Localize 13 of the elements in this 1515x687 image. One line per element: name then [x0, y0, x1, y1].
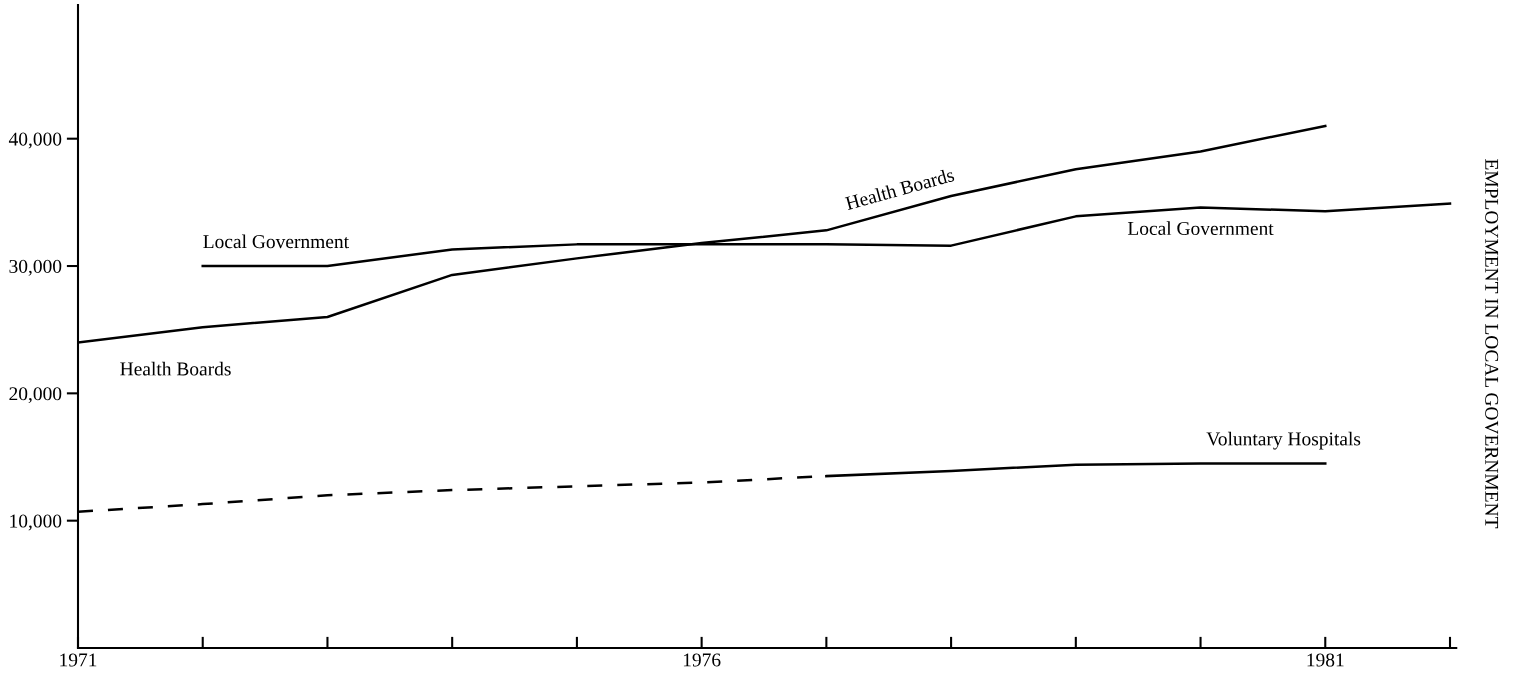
- y-tick-label: 20,000: [9, 387, 62, 404]
- y-axis-title: EMPLOYMENT IN LOCAL GOVERNMENT: [1485, 159, 1499, 529]
- y-tick-label: 40,000: [8, 132, 62, 149]
- y-tick-label: 30,000: [9, 259, 62, 276]
- x-tick-label: 1981: [1307, 653, 1344, 667]
- series-label: Local Government: [1127, 221, 1274, 236]
- x-tick-label: 1971: [60, 653, 97, 667]
- text: Local Government: [203, 234, 349, 249]
- text: Health Boards: [844, 167, 955, 211]
- x-tick-label: 1976: [683, 653, 721, 667]
- series-label: Voluntary Hospitals: [1206, 431, 1361, 450]
- text: Health Boards: [120, 361, 231, 376]
- y-tick-label: 10,000: [10, 514, 62, 531]
